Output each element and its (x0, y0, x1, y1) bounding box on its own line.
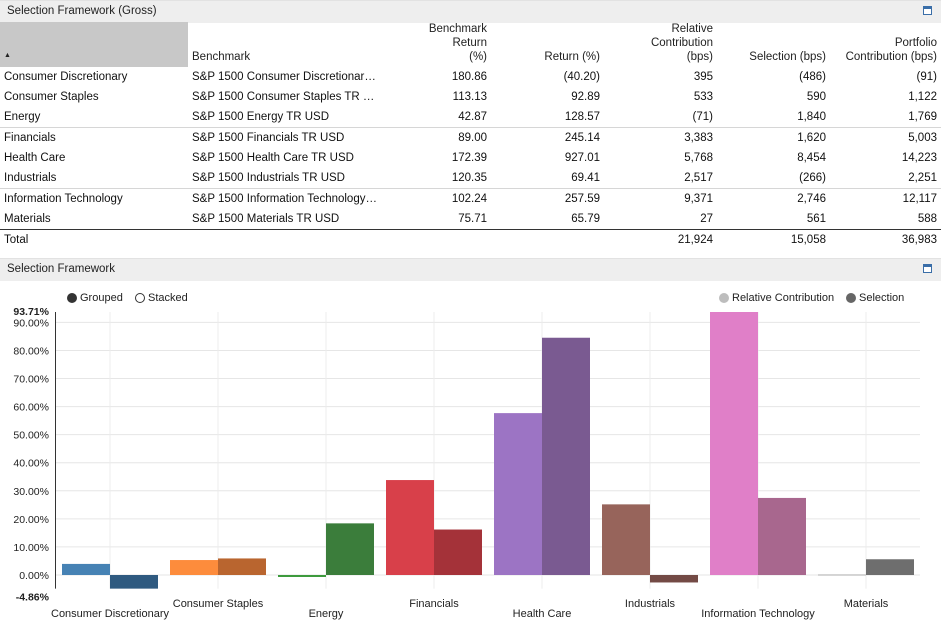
benchmark-cell: S&P 1500 Information Technology… (188, 188, 388, 209)
chart-panel-title: Selection Framework (7, 263, 116, 275)
x-tick-label: Financials (409, 598, 459, 610)
sector-cell: Financials (0, 127, 188, 148)
legend-dot-icon (846, 293, 856, 303)
header-selection[interactable]: Selection (bps) (749, 51, 826, 63)
x-tick-label: Industrials (625, 598, 676, 610)
bar-relative-contribution[interactable] (710, 312, 758, 575)
x-tick-label: Information Technology (701, 608, 815, 620)
y-tick-label: 30.00% (13, 486, 49, 498)
bar-relative-contribution[interactable] (62, 563, 110, 575)
header-portfolio-contribution[interactable]: Portfolio Contribution (bps) (845, 37, 937, 63)
bar-relative-contribution[interactable] (278, 575, 326, 577)
empty-cell (388, 229, 491, 250)
y-tick-label: 70.00% (13, 374, 49, 386)
maximize-icon[interactable] (923, 6, 932, 15)
x-tick-label: Consumer Staples (173, 598, 264, 610)
bar-relative-contribution[interactable] (170, 560, 218, 575)
y-tick-label: 50.00% (13, 430, 49, 442)
bar-relative-contribution[interactable] (494, 413, 542, 575)
bar-selection[interactable] (434, 529, 482, 575)
legend-label: Selection (859, 292, 905, 304)
y-tick-label: 10.00% (13, 542, 49, 554)
selection-cell: 1,620 (717, 127, 830, 148)
y-max-label: 93.71% (13, 306, 49, 318)
total-label: Total (0, 229, 188, 250)
y-tick-label: 40.00% (13, 458, 49, 470)
legend-label: Relative Contribution (732, 292, 835, 304)
y-tick-label: 20.00% (13, 514, 49, 526)
grouped-radio[interactable]: Grouped (67, 292, 123, 304)
header-benchmark[interactable]: Benchmark (192, 51, 251, 63)
header-relative-contribution[interactable]: Relative Contribution (bps) (650, 23, 713, 63)
sort-ascending-icon: ▲ (4, 52, 11, 59)
bar-selection[interactable] (542, 337, 590, 575)
y-tick-label: 0.00% (19, 570, 49, 582)
y-tick-label: 60.00% (13, 402, 49, 414)
benchmark-return-cell: 89.00 (388, 127, 491, 148)
portfolio-contribution-cell: 12,117 (830, 188, 941, 209)
total-selection: 15,058 (717, 229, 830, 250)
return-cell: 257.59 (491, 188, 604, 209)
relative-contribution-cell: 3,383 (604, 127, 717, 148)
sector-cell: Information Technology (0, 188, 188, 209)
bar-selection[interactable] (650, 575, 698, 583)
return-cell: 245.14 (491, 127, 604, 148)
header-return[interactable]: Return (%) (544, 51, 600, 63)
table-row[interactable]: Financials S&P 1500 Financials TR USD 89.0… (0, 127, 941, 148)
bar-selection[interactable] (758, 497, 806, 575)
y-tick-label: 80.00% (13, 345, 49, 357)
table-panel-title: Selection Framework (Gross) (7, 5, 157, 17)
header-benchmark-return[interactable]: Benchmark Return (%) (428, 23, 487, 63)
total-row: Total 21,924 15,058 36,983 (0, 229, 941, 250)
sort-column-header[interactable]: ▲ (0, 22, 188, 67)
bar-selection[interactable] (866, 559, 914, 575)
bar-relative-contribution[interactable] (602, 504, 650, 575)
portfolio-contribution-cell: 5,003 (830, 127, 941, 148)
benchmark-cell: S&P 1500 Financials TR USD (188, 127, 388, 148)
x-tick-label: Energy (309, 608, 344, 620)
x-tick-label: Materials (844, 598, 889, 610)
bar-relative-contribution[interactable] (818, 574, 866, 576)
relative-contribution-cell: 9,371 (604, 188, 717, 209)
table-row[interactable]: Information Technology S&P 1500 Informati… (0, 188, 941, 209)
table-panel-header: Selection Framework (Gross) (0, 0, 941, 23)
bar-selection[interactable] (326, 523, 374, 575)
stacked-radio[interactable]: Stacked (135, 292, 188, 304)
bar-selection[interactable] (218, 558, 266, 575)
bar-relative-contribution[interactable] (386, 480, 434, 575)
x-tick-label: Consumer Discretionary (51, 608, 169, 620)
chart-panel-header: Selection Framework (0, 258, 941, 281)
radio-selected-icon (67, 293, 77, 303)
total-relative-contribution: 21,924 (604, 229, 717, 250)
grouped-label: Grouped (80, 292, 123, 304)
table-header-row: ▲ Benchmark Benchmark Return (%) Return (… (0, 22, 941, 67)
selection-table: ▲ Benchmark Benchmark Return (%) Return (… (0, 22, 941, 250)
x-tick-label: Health Care (513, 608, 572, 620)
y-tick-label: 90.00% (13, 317, 49, 329)
legend-relative-contribution[interactable]: Relative Contribution (719, 292, 834, 304)
stacked-label: Stacked (148, 292, 188, 304)
selection-cell: 2,746 (717, 188, 830, 209)
empty-cell (491, 229, 604, 250)
legend-selection[interactable]: Selection (846, 292, 904, 304)
maximize-icon[interactable] (923, 264, 932, 273)
y-min-label: -4.86% (16, 592, 50, 604)
benchmark-return-cell: 102.24 (388, 188, 491, 209)
total-portfolio-contribution: 36,983 (830, 229, 941, 250)
empty-cell (188, 229, 388, 250)
radio-unselected-icon (135, 293, 145, 303)
bar-selection[interactable] (110, 575, 158, 589)
legend-dot-icon (719, 293, 729, 303)
